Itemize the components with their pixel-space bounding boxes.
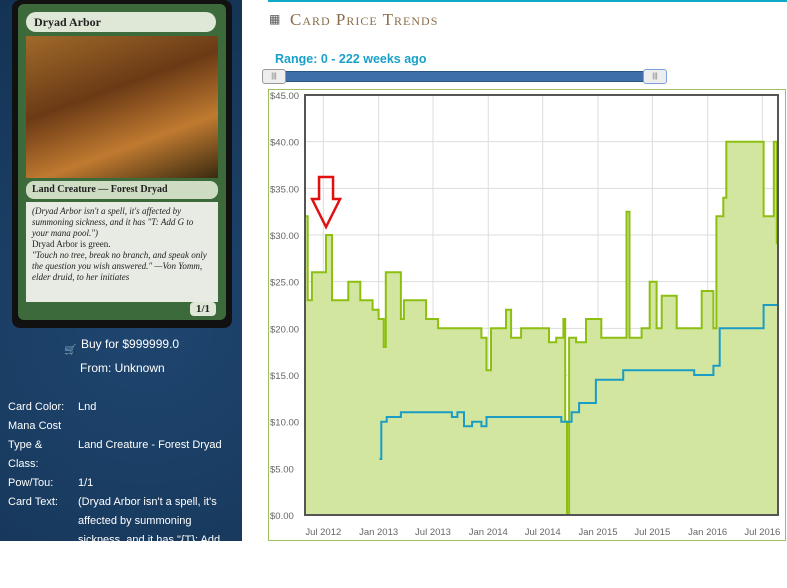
card-name: Dryad Arbor: [26, 12, 216, 32]
buy-label: Buy for $999999.0: [81, 337, 180, 351]
info-row: Type & Class: Land Creature - Forest Drya…: [6, 436, 230, 474]
x-tick-label: Jul 2012: [305, 527, 341, 538]
info-key: Mana Cost: [8, 420, 62, 432]
x-tick-label: Jan 2016: [688, 527, 727, 538]
x-tick-label: Jan 2014: [469, 527, 508, 538]
x-tick-label: Jul 2015: [634, 527, 670, 538]
buy-link[interactable]: Buy for $999999.0: [64, 337, 179, 351]
y-tick-label: $30.00: [270, 231, 299, 242]
seller-from: From: Unknown: [80, 361, 165, 375]
info-row: Card Color: Lnd: [6, 398, 230, 417]
info-key: Card Color:: [8, 401, 65, 413]
price-chart: $0.00 $5.00 $10.00 $15.00 $20.00 $25.00 $30.00…: [268, 89, 786, 541]
section-title: Card Price Trends: [290, 10, 439, 29]
y-tick-label: $35.00: [270, 184, 299, 195]
y-tick-label: $25.00: [270, 278, 299, 289]
x-tick-label: Jul 2016: [744, 527, 780, 538]
info-row: Mana Cost: [6, 417, 230, 436]
red-arrow-annotation: [310, 175, 343, 230]
card-type-line: Land Creature — Forest Dryad: [26, 181, 218, 199]
range-slider[interactable]: ||| |||: [262, 69, 667, 84]
info-value: Lnd: [78, 401, 97, 413]
plot-frame: [304, 94, 779, 516]
series-line-1: [379, 304, 778, 460]
card-pt: 1/1: [189, 302, 216, 316]
info-row: Pow/Tou: 1/1: [6, 474, 230, 493]
y-tick-label: $20.00: [270, 324, 299, 335]
y-tick-label: $0.00: [270, 511, 294, 522]
x-tick-label: Jan 2015: [578, 527, 617, 538]
x-tick-label: Jan 2013: [359, 527, 398, 538]
info-key: Card Text:: [8, 496, 58, 508]
range-label: Range: 0 - 222 weeks ago: [275, 52, 427, 66]
card-art: [26, 36, 218, 178]
card-info-table: Card Color: Lnd Mana Cost Type & Class: Land…: [6, 398, 230, 588]
y-tick-label: $40.00: [270, 138, 299, 149]
card-rules: (Dryad Arbor isn't a spell, it's affecte…: [32, 206, 194, 238]
info-key: Pow/Tou:: [8, 477, 54, 489]
slider-handle-left[interactable]: |||: [262, 69, 286, 84]
card-flavor: "Touch no tree, break no branch, and spe…: [32, 250, 207, 282]
card-rules-2: Dryad Arbor is green.: [32, 239, 111, 249]
x-tick-label: Jul 2013: [415, 527, 451, 538]
y-tick-label: $5.00: [270, 464, 294, 475]
calendar-icon: ▦: [269, 12, 281, 26]
info-value: Land Creature - Forest Dryad: [78, 439, 222, 451]
y-tick-label: $45.00: [270, 91, 299, 102]
series-line-0: [305, 140, 778, 516]
card-sidebar: Dryad Arbor Land Creature — Forest Dryad…: [0, 0, 242, 584]
card-rules-box: (Dryad Arbor isn't a spell, it's affecte…: [26, 202, 218, 302]
y-tick-label: $15.00: [270, 371, 299, 382]
cart-icon[interactable]: 🛒: [64, 345, 77, 356]
x-tick-label: Jul 2014: [525, 527, 561, 538]
info-key: Type & Class:: [8, 439, 43, 470]
card-image: Dryad Arbor Land Creature — Forest Dryad…: [12, 0, 232, 328]
y-tick-label: $10.00: [270, 418, 299, 429]
accent-bar: [268, 0, 787, 2]
info-value: [76, 417, 230, 436]
info-value: 1/1: [78, 477, 94, 489]
slider-handle-right[interactable]: |||: [643, 69, 667, 84]
